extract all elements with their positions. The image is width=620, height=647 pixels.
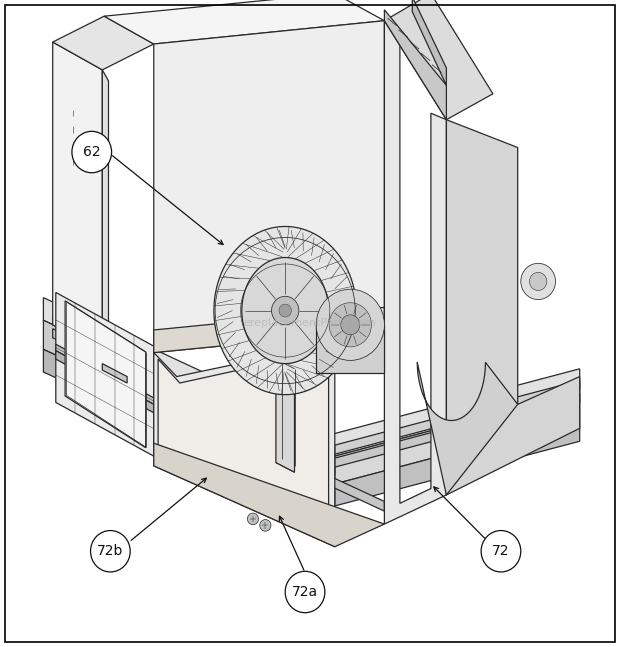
Polygon shape xyxy=(417,362,518,495)
Polygon shape xyxy=(43,320,335,484)
Polygon shape xyxy=(104,0,384,44)
Text: ereplacementParts.com: ereplacementParts.com xyxy=(244,318,376,329)
Polygon shape xyxy=(158,336,329,534)
Polygon shape xyxy=(276,359,294,472)
Polygon shape xyxy=(102,70,154,378)
Circle shape xyxy=(260,520,271,531)
Text: 72b: 72b xyxy=(97,544,123,558)
Polygon shape xyxy=(102,364,127,383)
Polygon shape xyxy=(335,393,580,467)
Circle shape xyxy=(316,289,384,360)
Text: 72: 72 xyxy=(492,544,510,558)
Polygon shape xyxy=(154,21,384,353)
Circle shape xyxy=(341,315,360,334)
Polygon shape xyxy=(43,298,580,456)
Polygon shape xyxy=(65,301,146,448)
Circle shape xyxy=(481,531,521,572)
Polygon shape xyxy=(154,443,384,547)
Polygon shape xyxy=(384,10,446,120)
Polygon shape xyxy=(335,419,580,506)
Polygon shape xyxy=(154,330,335,547)
Polygon shape xyxy=(316,325,384,373)
Polygon shape xyxy=(154,395,384,511)
Circle shape xyxy=(247,513,259,525)
Circle shape xyxy=(521,263,556,300)
Polygon shape xyxy=(53,329,335,476)
Polygon shape xyxy=(56,292,154,456)
Polygon shape xyxy=(384,0,493,120)
Polygon shape xyxy=(242,258,329,364)
Polygon shape xyxy=(53,316,335,463)
Circle shape xyxy=(285,571,325,613)
Polygon shape xyxy=(446,120,580,495)
Text: 62: 62 xyxy=(83,145,100,159)
Polygon shape xyxy=(53,16,154,70)
Text: 72a: 72a xyxy=(292,585,318,599)
Polygon shape xyxy=(43,349,335,506)
Polygon shape xyxy=(335,391,580,484)
Circle shape xyxy=(272,296,299,325)
Circle shape xyxy=(279,304,291,317)
Polygon shape xyxy=(53,42,102,353)
Circle shape xyxy=(72,131,112,173)
Polygon shape xyxy=(56,344,154,404)
Circle shape xyxy=(91,531,130,572)
Polygon shape xyxy=(335,380,580,454)
Polygon shape xyxy=(412,0,446,85)
Polygon shape xyxy=(214,226,356,395)
Polygon shape xyxy=(56,351,154,413)
Polygon shape xyxy=(154,307,384,353)
Polygon shape xyxy=(384,21,446,524)
Circle shape xyxy=(529,272,547,291)
Circle shape xyxy=(329,303,371,347)
